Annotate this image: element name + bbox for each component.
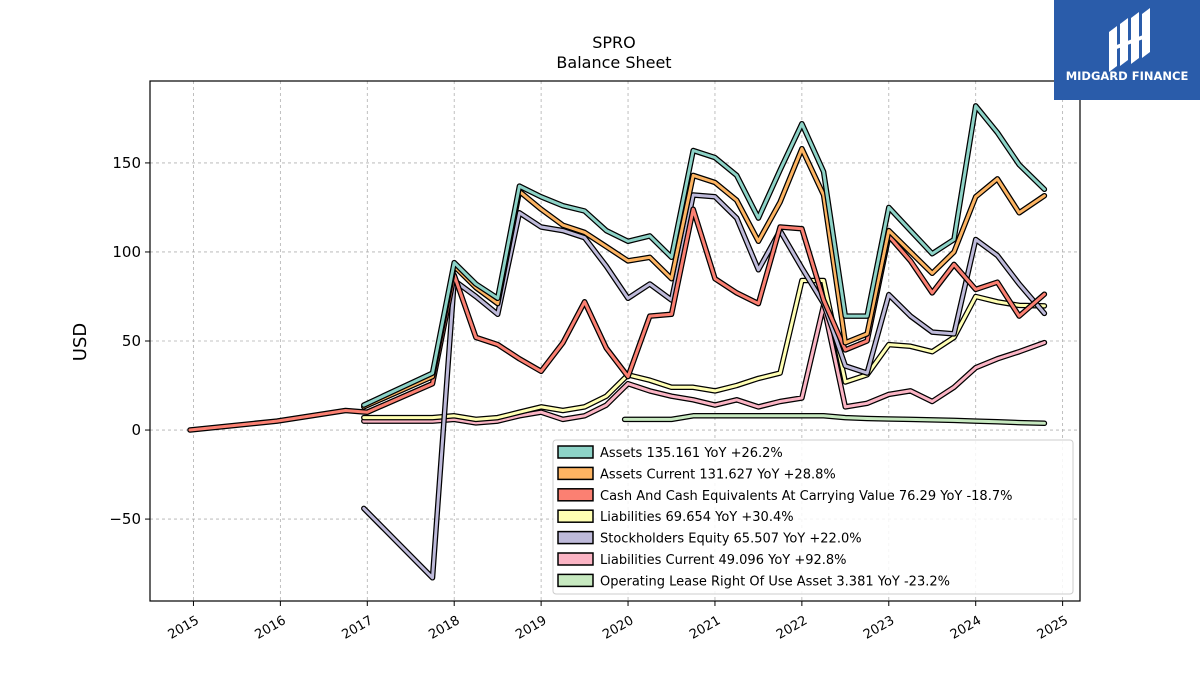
legend-entry-label: Liabilities Current 49.096 YoY +92.8%	[600, 553, 847, 568]
y-tick-label: 150	[112, 154, 141, 172]
logo-text: MIDGARD FINANCE	[1066, 69, 1189, 83]
series-line-stockholders-equity	[362, 193, 1046, 580]
x-tick-label: 2016	[253, 613, 289, 643]
legend-entry-label: Assets Current 131.627 YoY +28.8%	[600, 467, 836, 482]
legend-swatch	[557, 573, 594, 588]
x-tick-label: 2024	[948, 613, 984, 643]
legend-entry-label: Assets 135.161 YoY +26.2%	[600, 446, 783, 461]
series-lines	[187, 103, 1048, 581]
legend-entry-label: Liabilities 69.654 YoY +30.4%	[600, 510, 794, 525]
series-outline-liabilities-current	[361, 302, 1048, 426]
legend-swatch	[557, 530, 594, 545]
legend-swatch	[557, 509, 594, 523]
legend-swatch	[557, 488, 594, 502]
x-tick-label: 2023	[861, 613, 897, 643]
y-tick-label: 0	[131, 421, 141, 439]
legend-swatch	[557, 552, 594, 566]
x-tick-label: 2018	[426, 613, 462, 643]
legend-frame	[552, 439, 1074, 595]
series-line-liabilities	[362, 279, 1046, 421]
x-tick-label: 2020	[600, 613, 636, 643]
series-outline-assets	[361, 103, 1048, 408]
logo-mark-icon: MIDGARD FINANCE	[1066, 8, 1189, 83]
series-line-cash-and-cash-equivalents-at-carrying-value	[188, 207, 1046, 432]
legend-swatch	[557, 445, 594, 459]
x-tick-label: 2021	[687, 613, 723, 643]
midgard-finance-logo: MIDGARD FINANCE	[1054, 0, 1200, 100]
x-tick-label: 2022	[774, 613, 810, 643]
x-tick-label: 2025	[1035, 613, 1071, 643]
x-tick-label: 2019	[513, 613, 549, 643]
series-line-liabilities-current	[362, 303, 1046, 425]
y-tick-label: −50	[109, 510, 141, 528]
legend-entry-label: Stockholders Equity 65.507 YoY +22.0%	[600, 532, 862, 547]
y-tick-label: 100	[112, 243, 141, 261]
chart-subtitle: Balance Sheet	[556, 53, 671, 72]
y-axis-label: USD	[70, 323, 91, 361]
legend-entry-label: Cash And Cash Equivalents At Carrying Va…	[600, 489, 1012, 504]
x-tick-label: 2017	[339, 613, 375, 643]
legend-swatch	[557, 466, 594, 481]
x-tick-label: 2015	[166, 613, 202, 643]
y-tick-label: 50	[122, 332, 141, 350]
legend: Assets 135.161 YoY +26.2% Assets Current …	[552, 439, 1074, 595]
legend-entry-label: Operating Lease Right Of Use Asset 3.381…	[600, 574, 950, 589]
series-line-assets	[362, 104, 1046, 407]
series-line-operating-lease-right-of-use-asset	[623, 414, 1046, 425]
chart-title: SPRO	[592, 33, 636, 52]
